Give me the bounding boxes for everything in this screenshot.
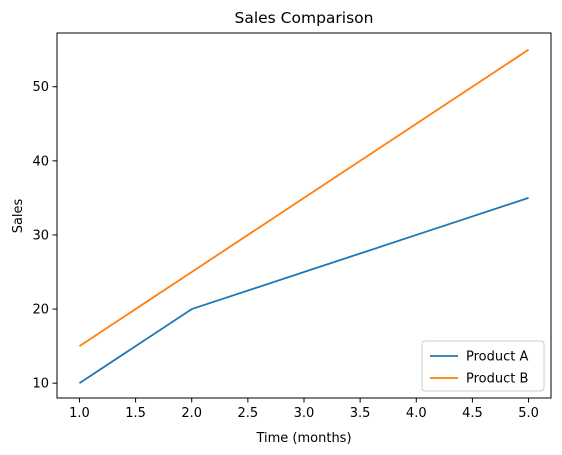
series-lines <box>78 48 530 384</box>
y-tick-label: 30 <box>32 228 49 243</box>
legend: Product A Product B <box>421 340 545 392</box>
x-axis-title: Time (months) <box>255 431 351 446</box>
y-tick-label: 50 <box>32 80 49 95</box>
x-tick-label: 2.0 <box>181 406 202 421</box>
x-tick-label: 2.5 <box>238 406 259 421</box>
y-axis-title: Sales <box>11 198 26 233</box>
plot-frame <box>56 32 552 399</box>
x-tick-label: 1.5 <box>125 406 146 421</box>
x-tick-label: 4.0 <box>406 406 427 421</box>
x-tick-label: 1.0 <box>69 406 90 421</box>
x-tick-label: 5.0 <box>518 406 539 421</box>
legend-label-product-b: Product B <box>466 372 528 387</box>
x-tick-label: 3.5 <box>350 406 371 421</box>
chart-title: Sales Comparison <box>235 9 374 27</box>
legend-label-product-a: Product A <box>466 350 528 365</box>
series-line-product-b <box>78 48 530 347</box>
y-tick-label: 20 <box>32 303 49 318</box>
series-line-product-a <box>78 197 529 384</box>
y-tick-label: 10 <box>32 377 49 392</box>
y-tick-label: 40 <box>32 154 49 169</box>
x-axis: 1.0 1.5 2.0 2.5 3.0 3.5 4.0 4.5 5.0 <box>69 398 539 421</box>
x-tick-label: 3.0 <box>294 406 315 421</box>
y-axis: 10 20 30 40 50 <box>32 80 57 392</box>
x-tick-label: 4.5 <box>462 406 483 421</box>
